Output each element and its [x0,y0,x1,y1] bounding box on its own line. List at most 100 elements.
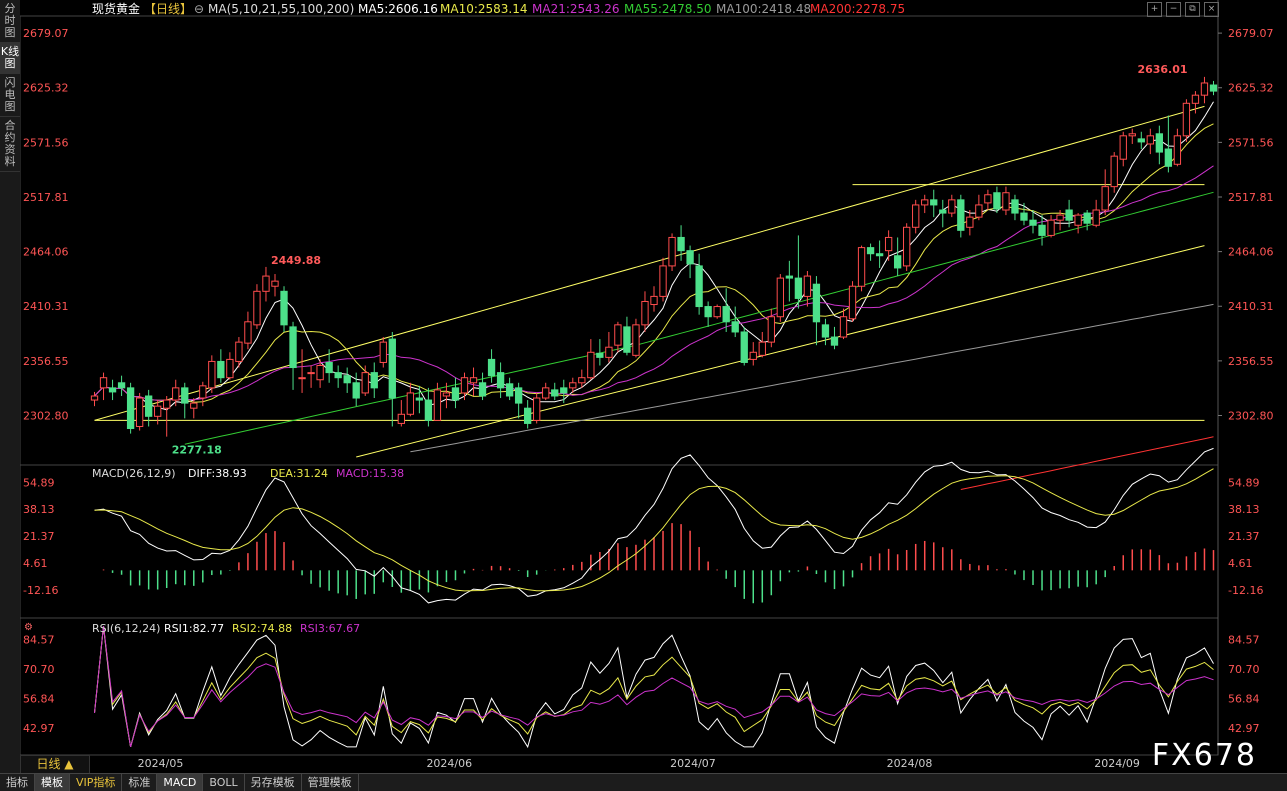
candle-body [812,283,821,323]
candle-body [893,255,902,269]
period-selector[interactable]: 日线 ▲ [20,755,90,774]
x-axis-label: 2024/06 [426,757,472,770]
candle-body [280,290,288,326]
candle-body [776,277,784,318]
x-axis-label: 2024/07 [670,757,716,770]
candle-body [235,341,243,362]
candle-body [587,351,595,379]
candle-body [722,306,730,323]
zoom-out-icon[interactable]: − [1166,2,1181,17]
macd-dea-value: DEA:31.24 [270,467,328,480]
macd-axis-label: 38.13 [1228,503,1260,516]
candle-body [90,395,99,401]
candle-body [984,194,992,204]
candle-body [244,321,252,344]
candle-body [740,331,748,363]
tab-contract-info[interactable]: 合约资料 [0,117,20,172]
tab-flash-chart[interactable]: 闪电图 [0,74,20,117]
candle-body [830,336,839,346]
rsi-axis-label: 56.84 [1228,692,1260,705]
candle-body [343,375,351,384]
candle-body [226,358,234,379]
candle-body [957,199,965,231]
rsi2-line [94,626,1214,748]
tab-kline[interactable]: K线图 [0,43,20,74]
candle-body [199,385,207,399]
candle-body [930,199,938,206]
tab-timeshare[interactable]: 分时图 [0,0,20,43]
tab-vip-indicator[interactable]: VIP指标 [70,774,123,791]
candle-body [912,204,920,228]
ma55-value: MA55:2478.50 [624,2,712,16]
candle-body [686,250,694,265]
candle-body [334,372,342,379]
candle-body [415,397,424,401]
candle-body [505,383,514,397]
price-axis-label-left: 2571.56 [23,136,69,149]
rsi-title: RSI(6,12,24) [92,622,160,635]
price-axis-label: 2356.55 [1228,355,1274,368]
candle-body [551,389,559,397]
candle-body [839,316,848,338]
candle-body [794,277,803,299]
tab-manage-template[interactable]: 管理模板 [302,774,359,791]
tab-macd[interactable]: MACD [157,774,204,791]
candle-body [1182,102,1191,137]
candle-body [921,199,929,206]
price-axis-label: 2302.80 [1228,410,1274,423]
close-icon[interactable]: × [1204,2,1219,17]
price-axis-label: 2625.32 [1228,82,1274,95]
candle-body [821,324,830,338]
candle-body [1200,82,1209,96]
candle-body [388,338,396,399]
zoom-in-icon[interactable]: + [1147,2,1162,17]
tab-indicator[interactable]: 指标 [0,774,35,791]
candle-body [939,209,947,214]
candle-body [749,351,757,360]
candle-body [848,285,857,320]
tab-boll[interactable]: BOLL [203,774,245,791]
candle-body [993,192,1001,210]
candle-body [1083,212,1091,224]
rsi2-value: RSI2:74.88 [232,622,292,635]
tab-template[interactable]: 模板 [35,774,70,791]
ma200-value: MA200:2278.75 [810,2,905,16]
tab-standard[interactable]: 标准 [122,774,158,791]
candle-body [866,247,875,255]
last-high-annotation: 2636.01 [1137,63,1187,76]
candle-body [208,360,216,389]
tab-save-template[interactable]: 另存模板 [245,774,302,791]
candle-body [172,387,180,401]
price-axis-label-left: 2356.55 [23,355,69,368]
candle-body [1128,133,1136,137]
candle-body [560,387,568,394]
candle-body [767,316,775,343]
macd-diff-line [94,447,1214,604]
candle-body [1164,148,1173,167]
macd-diff-value: DIFF:38.93 [188,467,247,480]
restore-icon[interactable]: ⧉ [1185,2,1200,17]
candle-body [623,326,631,353]
ma10-value: MA10:2583.14 [440,2,528,16]
candle-body [903,226,911,267]
price-axis-label-left: 2625.32 [23,82,69,95]
candle-body [524,407,532,424]
candle-body [144,395,153,417]
rsi3-line [94,626,1214,748]
candle-body [533,397,541,421]
candle-body [596,352,604,358]
price-axis-label: 2464.06 [1228,246,1274,259]
candle-body [975,204,983,218]
macd-axis-label-left: 54.89 [23,476,55,489]
kline-chart[interactable]: 2679.07 2679.07 2625.32 2625.32 2571.56 2571.… [20,0,1287,773]
ma21-line [94,165,1214,401]
candle-body [316,365,324,381]
price-axis-label-left: 2679.07 [23,27,69,40]
candle-body [966,216,974,228]
candle-body [469,377,478,384]
macd-axis-label-left: 38.13 [23,503,55,516]
candle-body [1011,199,1019,214]
macd-axis-label: -12.16 [1228,584,1263,597]
candle-body [307,372,315,375]
candle-body [397,413,405,424]
